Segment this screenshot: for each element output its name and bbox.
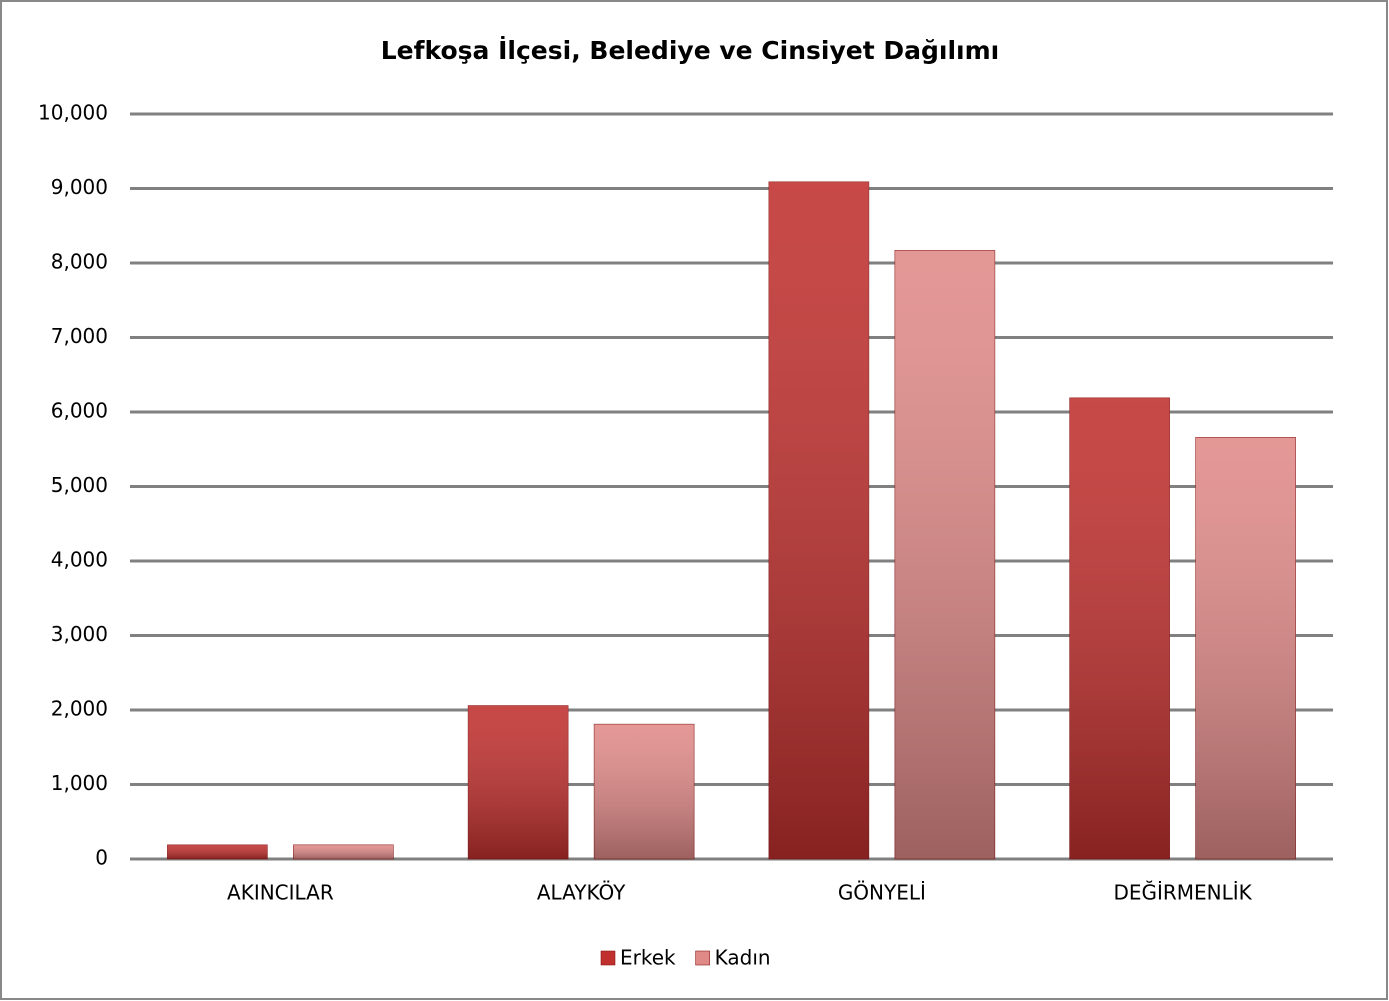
y-tick-label: 0: [95, 846, 108, 870]
x-tick-label: DEĞİRMENLİK: [1113, 881, 1252, 905]
x-tick-label: ALAYKÖY: [537, 881, 626, 905]
bar: [167, 844, 268, 860]
bar: [894, 250, 996, 860]
bar: [593, 723, 695, 860]
legend-swatch: [695, 950, 710, 966]
y-tick-label: 10,000: [38, 101, 108, 125]
bar: [467, 705, 569, 860]
chart-title: Lefkoşa İlçesi, Belediye ve Cinsiyet Dağ…: [381, 35, 999, 65]
y-tick-label: 6,000: [51, 399, 108, 423]
legend-label: Kadın: [715, 946, 771, 970]
y-tick-label: 3,000: [51, 622, 108, 646]
legend-swatch: [600, 950, 616, 966]
bar: [1069, 397, 1170, 860]
bar: [293, 844, 394, 860]
bar: [768, 181, 870, 860]
y-tick-label: 8,000: [51, 250, 108, 274]
y-tick-label: 2,000: [51, 697, 108, 721]
y-tick-label: 4,000: [51, 548, 108, 572]
x-tick-label: GÖNYELİ: [838, 881, 926, 905]
y-tick-label: 7,000: [51, 324, 108, 348]
y-tick-label: 9,000: [51, 175, 108, 199]
x-tick-label: AKINCILAR: [227, 881, 334, 905]
legend-label: Erkek: [620, 946, 676, 970]
y-tick-label: 5,000: [51, 473, 108, 497]
bar: [1195, 437, 1296, 860]
y-tick-label: 1,000: [51, 771, 108, 795]
